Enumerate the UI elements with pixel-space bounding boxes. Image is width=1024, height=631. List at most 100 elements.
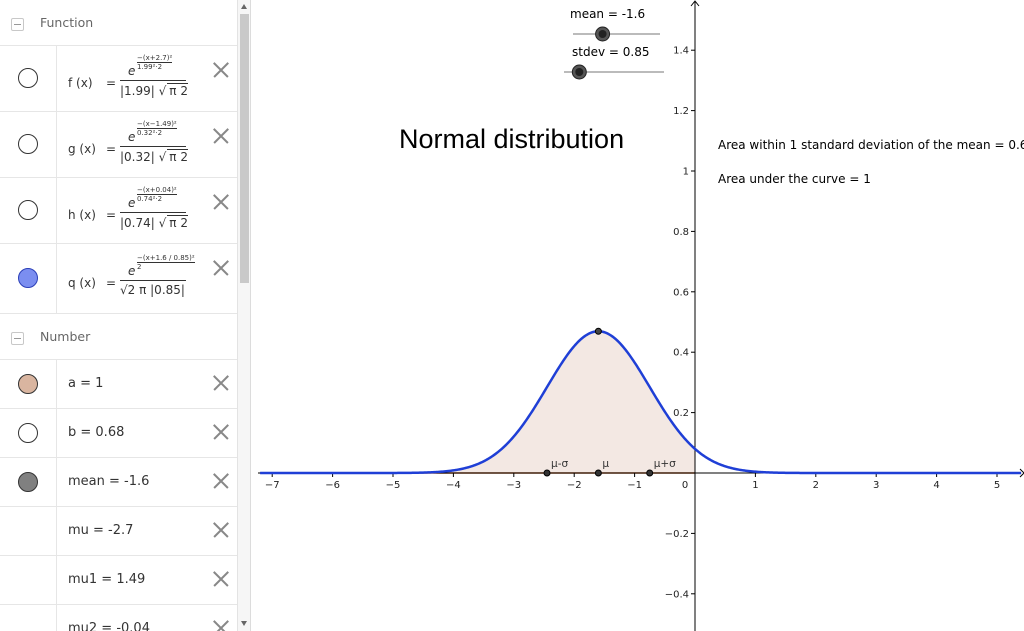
marble-cell [0, 360, 57, 408]
euler-e: e [128, 196, 136, 210]
delete-icon[interactable] [213, 473, 229, 489]
algebra-row-q[interactable]: q (x) = e −(x+1.6 / 0.85)² 2 √2 π |0.85| [0, 244, 237, 314]
y-axis-arrow-icon [690, 0, 700, 7]
x-axis-arrow-icon [1019, 468, 1024, 478]
collapse-icon[interactable] [11, 18, 24, 31]
sqrt-radicand: π 2 [167, 149, 188, 164]
number-definition[interactable]: b = 0.68 [68, 425, 125, 440]
algebra-row-number[interactable]: mu1 = 1.49 [0, 556, 237, 605]
marble-cell [0, 46, 57, 111]
algebra-row-h[interactable]: h (x) = e −(x+0.04)² 0.74²·2 |0.74| √ π 2 [0, 178, 237, 244]
fraction-bar [120, 80, 186, 81]
equals-sign: = [106, 276, 117, 290]
number-definition[interactable]: mu = -2.7 [68, 523, 134, 538]
scroll-down-icon[interactable] [241, 621, 247, 626]
point-peak[interactable] [594, 327, 602, 335]
number-list: a = 1 b = 0.68 mean = -1.6 mu = -2.7 mu1 = 1… [0, 360, 237, 631]
visibility-marble[interactable] [18, 268, 38, 288]
sqrt-radicand: π 2 [167, 215, 188, 230]
point-mu-plus-sigma[interactable] [646, 469, 654, 477]
scroll-thumb[interactable] [240, 14, 249, 283]
visibility-marble[interactable] [18, 200, 38, 220]
x-tick-label: 0 [682, 480, 688, 491]
exponent-denominator: 2 [137, 262, 195, 271]
number-definition[interactable]: mu2 = -0.04 [68, 621, 150, 631]
x-tick-label: −7 [265, 480, 280, 491]
equals-sign: = [106, 208, 117, 222]
algebra-row-number[interactable]: b = 0.68 [0, 409, 237, 458]
y-tick-label: 0.6 [673, 287, 689, 298]
point-mu-plus-sigma-label: μ+σ [654, 458, 676, 470]
x-tick-label: −6 [325, 480, 340, 491]
function-label: h (x) [68, 208, 96, 222]
y-tick-label: −0.2 [665, 529, 689, 540]
fraction: e −(x+1.6 / 0.85)² 2 √2 π |0.85| [120, 254, 195, 306]
denominator-abs: |0.32| [120, 150, 155, 164]
delete-icon[interactable] [213, 620, 229, 631]
algebra-row-g[interactable]: g (x) = e −(x−1.49)² 0.32²·2 |0.32| √ π 2 [0, 112, 237, 178]
y-tick-label: 1 [683, 167, 689, 178]
visibility-marble[interactable] [18, 472, 38, 492]
algebra-scrollbar[interactable] [237, 0, 250, 631]
x-tick-label: 2 [813, 480, 819, 491]
euler-e: e [128, 264, 136, 278]
delete-icon[interactable] [213, 128, 229, 144]
delete-icon[interactable] [213, 571, 229, 587]
x-tick-label: −3 [506, 480, 521, 491]
group-header-function[interactable]: Function [0, 0, 237, 46]
algebra-row-number[interactable]: mu2 = -0.04 [0, 605, 237, 631]
y-tick-label: −0.4 [665, 589, 689, 600]
marble-cell [0, 507, 57, 555]
fraction-bar [120, 280, 186, 281]
function-label: g (x) [68, 142, 96, 156]
visibility-marble[interactable] [18, 423, 38, 443]
area-under-curve [260, 331, 695, 473]
exponent-denominator: 0.74²·2 [137, 194, 177, 203]
euler-e: e [128, 130, 136, 144]
delete-icon[interactable] [213, 375, 229, 391]
denominator: √2 π |0.85| [120, 283, 185, 297]
visibility-marble[interactable] [18, 134, 38, 154]
exponent-numerator: (x+0.04)² [142, 186, 177, 194]
numerator: e −(x+0.04)² 0.74²·2 [128, 186, 182, 210]
number-definition[interactable]: mu1 = 1.49 [68, 572, 146, 587]
exponent-numerator: (x−1.49)² [142, 120, 177, 128]
mean-slider-handle-center [598, 30, 607, 38]
exponent: −(x+2.7)² 1.99²·2 [137, 54, 173, 71]
algebra-row-f[interactable]: f (x) = e −(x+2.7)² 1.99²·2 |1.99| √ π 2 [0, 46, 237, 112]
stdev-slider-label: stdev = 0.85 [572, 45, 650, 59]
marble-cell [0, 244, 57, 313]
fraction-bar [120, 146, 186, 147]
area-total-text: Area under the curve = 1 [718, 172, 871, 186]
algebra-row-number[interactable]: mean = -1.6 [0, 458, 237, 507]
fraction-bar [120, 212, 186, 213]
delete-icon[interactable] [213, 260, 229, 276]
group-header-number[interactable]: Number [0, 314, 237, 360]
exponent: −(x+1.6 / 0.85)² 2 [137, 254, 195, 271]
exponent: −(x−1.49)² 0.32²·2 [137, 120, 177, 137]
collapse-icon[interactable] [11, 332, 24, 345]
delete-icon[interactable] [213, 194, 229, 210]
number-definition[interactable]: a = 1 [68, 376, 104, 391]
marble-cell [0, 409, 57, 457]
visibility-marble[interactable] [18, 374, 38, 394]
denominator: |0.74| √ π 2 [120, 215, 188, 230]
marble-cell [0, 178, 57, 243]
marble-cell [0, 458, 57, 506]
algebra-row-number[interactable]: mu = -2.7 [0, 507, 237, 556]
number-definition[interactable]: mean = -1.6 [68, 474, 150, 489]
delete-icon[interactable] [213, 62, 229, 78]
x-tick-label: −2 [567, 480, 582, 491]
delete-icon[interactable] [213, 424, 229, 440]
delete-icon[interactable] [213, 522, 229, 538]
point-mu-minus-sigma[interactable] [543, 469, 551, 477]
visibility-marble[interactable] [18, 68, 38, 88]
graph-canvas[interactable]: −7 −6 −5 −4 −3 −2 −1 0 1 2 3 4 5 −0.4 −0.2 0.2 0.4 0.6 0.8… [258, 0, 1024, 631]
equals-sign: = [106, 142, 117, 156]
x-tick-label: 3 [873, 480, 879, 491]
scroll-up-icon[interactable] [241, 4, 247, 9]
point-mu[interactable] [594, 469, 602, 477]
algebra-row-number[interactable]: a = 1 [0, 360, 237, 409]
graphics-view[interactable]: −7 −6 −5 −4 −3 −2 −1 0 1 2 3 4 5 −0.4 −0.2 0.2 0.4 0.6 0.8… [258, 0, 1024, 631]
view-splitter[interactable] [250, 0, 258, 631]
